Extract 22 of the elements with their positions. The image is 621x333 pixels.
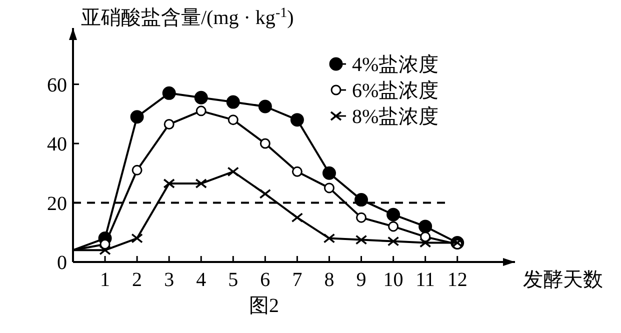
y-axis-title: 亚硝酸盐含量/(mg · kg$^{-1}$): [81, 6, 294, 29]
y-tick-label: 20: [47, 192, 67, 215]
x-tick-label: 6: [260, 269, 270, 291]
x-tick-label: 5: [228, 269, 238, 291]
legend-label: 4%盐浓度: [352, 54, 439, 76]
x-tick-label: 9: [356, 269, 366, 291]
caption: 图2: [249, 295, 279, 317]
x-axis-title: 发酵天数: [523, 269, 603, 291]
x-tick-label: 7: [292, 269, 302, 291]
x-tick-label: 2: [132, 269, 142, 291]
x-tick-label: 11: [416, 269, 435, 291]
x-tick-label: 3: [164, 269, 174, 291]
x-tick-label: 10: [383, 269, 404, 291]
x-tick-label: 4: [196, 269, 206, 291]
y-tick-label: 60: [47, 74, 67, 96]
legend-label: 6%盐浓度: [352, 80, 439, 102]
y-tick-label: 40: [47, 134, 67, 156]
x-tick-label: 1: [100, 269, 110, 291]
x-tick-label: 12: [447, 269, 468, 291]
y-tick-label: 0: [57, 252, 67, 274]
x-tick-label: 8: [324, 269, 334, 291]
legend-label: 8%盐浓度: [352, 106, 439, 128]
